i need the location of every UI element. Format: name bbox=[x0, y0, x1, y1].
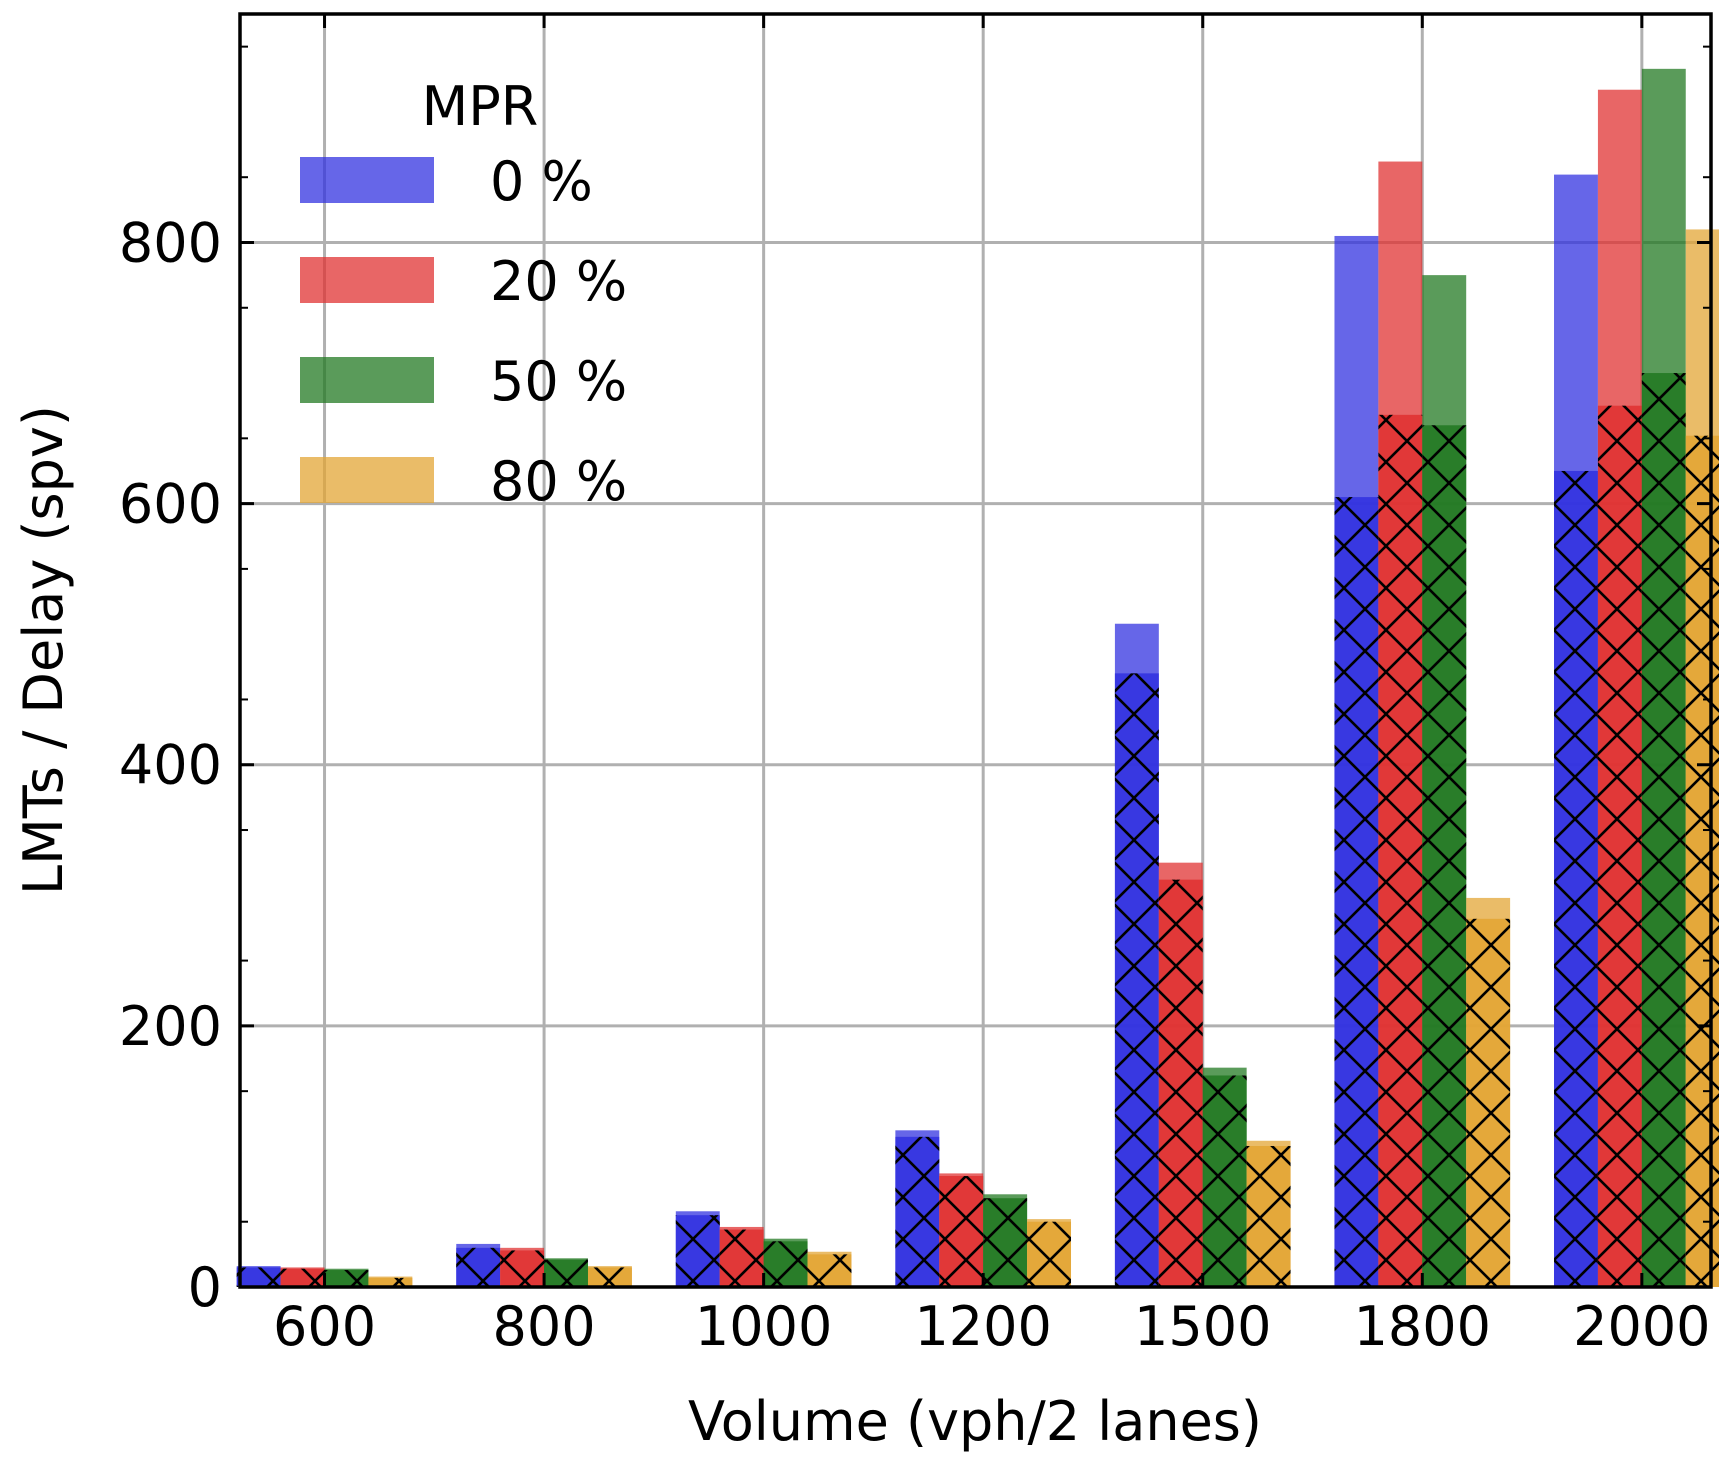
y-axis-label: LMTs / Delay (spv) bbox=[12, 405, 75, 895]
x-tick-label: 1800 bbox=[1354, 1295, 1491, 1358]
x-axis-label: Volume (vph/2 lanes) bbox=[688, 1390, 1262, 1453]
bar-hatched bbox=[587, 1267, 632, 1287]
legend-swatch bbox=[300, 357, 434, 403]
x-tick-label: 600 bbox=[273, 1295, 376, 1358]
bars bbox=[236, 68, 1719, 1288]
y-tick-label: 600 bbox=[119, 473, 222, 536]
bar-hatched bbox=[983, 1198, 1028, 1287]
bar-hatched bbox=[280, 1268, 325, 1287]
bar-hatched bbox=[1466, 918, 1511, 1287]
legend-title: MPR bbox=[422, 75, 539, 138]
y-tick-label: 0 bbox=[188, 1256, 222, 1319]
bar-hatched bbox=[500, 1250, 545, 1287]
y-tick-label: 200 bbox=[119, 995, 222, 1058]
bar-hatched bbox=[1334, 497, 1379, 1288]
bar-hatched bbox=[1597, 405, 1642, 1287]
bar-hatched bbox=[1422, 425, 1467, 1287]
y-tick-label: 400 bbox=[119, 734, 222, 797]
bar-hatched bbox=[1685, 435, 1719, 1287]
ticks: 600 800 1000 1200 1500 1800 2000 0 200 400 600 800 bbox=[119, 14, 1711, 1358]
x-tick-label: 2000 bbox=[1573, 1295, 1710, 1358]
bar-hatched bbox=[1202, 1075, 1247, 1287]
bar-hatched bbox=[939, 1176, 984, 1287]
x-tick-label: 1200 bbox=[914, 1295, 1051, 1358]
bar-hatched bbox=[675, 1215, 720, 1287]
bar-hatched bbox=[895, 1136, 940, 1287]
bar-hatched bbox=[1554, 470, 1598, 1287]
bar-hatched bbox=[1246, 1145, 1291, 1287]
bar-hatched bbox=[456, 1247, 501, 1287]
legend: MPR 0 % 20 % 50 % 80 % bbox=[300, 75, 627, 513]
x-tick-label: 1000 bbox=[695, 1295, 832, 1358]
bar-hatched bbox=[1158, 879, 1203, 1287]
bar-hatched bbox=[1114, 673, 1159, 1287]
legend-swatch bbox=[300, 257, 434, 303]
x-tick-label: 1500 bbox=[1134, 1295, 1271, 1358]
bar-hatched bbox=[236, 1267, 281, 1287]
bar-hatched bbox=[763, 1241, 808, 1287]
bar-hatched bbox=[1641, 373, 1686, 1287]
bar-hatched bbox=[807, 1254, 852, 1287]
x-tick-label: 800 bbox=[493, 1295, 596, 1358]
legend-entry: 0 % bbox=[490, 150, 593, 213]
bar-hatched bbox=[1378, 414, 1423, 1287]
y-tick-label: 800 bbox=[119, 211, 222, 274]
bar-hatched bbox=[544, 1259, 588, 1287]
bar-hatched bbox=[324, 1270, 369, 1287]
legend-entry: 50 % bbox=[490, 350, 627, 413]
bar-hatched bbox=[719, 1229, 764, 1287]
plot-frame bbox=[238, 12, 1713, 1289]
bar-hatched bbox=[1027, 1221, 1072, 1287]
legend-swatch bbox=[300, 157, 434, 203]
legend-entry: 80 % bbox=[490, 450, 627, 513]
legend-entry: 20 % bbox=[490, 250, 627, 313]
legend-swatch bbox=[300, 457, 434, 503]
bar-hatched bbox=[368, 1277, 413, 1287]
